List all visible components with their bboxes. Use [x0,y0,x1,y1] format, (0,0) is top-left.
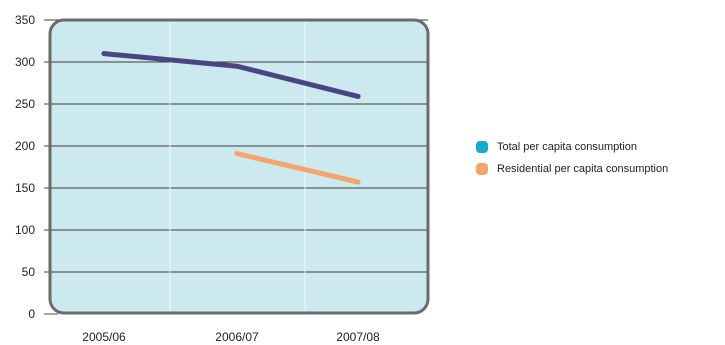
y-tick-label-150: 150 [15,181,35,195]
x-axis: 2005/06 2006/07 2007/08 [82,330,380,344]
data-point-0-0 [102,51,107,56]
plot-background [50,20,428,313]
x-tick-label-2: 2007/08 [336,330,380,344]
legend-item-residential: Residential per capita consumption [476,158,668,180]
y-tick-label-50: 50 [22,265,36,279]
legend-swatch-residential [476,163,488,175]
legend-label-total: Total per capita consumption [497,141,637,153]
x-tick-label-0: 2005/06 [82,330,126,344]
y-tick-label-300: 300 [15,55,35,69]
x-tick-label-1: 2006/07 [215,330,259,344]
y-tick-label-0: 0 [28,307,35,321]
data-point-0-2 [356,94,361,99]
y-tick-label-250: 250 [15,97,35,111]
y-axis: 0 50 100 150 200 250 300 350 [15,13,35,321]
y-tick-label-200: 200 [15,139,35,153]
legend-swatch-total [476,141,488,153]
y-tick-label-100: 100 [15,223,35,237]
legend-label-residential: Residential per capita consumption [497,163,668,175]
data-point-0-1 [235,64,240,69]
data-point-1-0 [235,151,240,156]
legend-item-total: Total per capita consumption [476,136,668,158]
data-point-1-1 [356,180,361,185]
y-tick-label-350: 350 [15,13,35,27]
legend: Total per capita consumption Residential… [476,136,668,180]
